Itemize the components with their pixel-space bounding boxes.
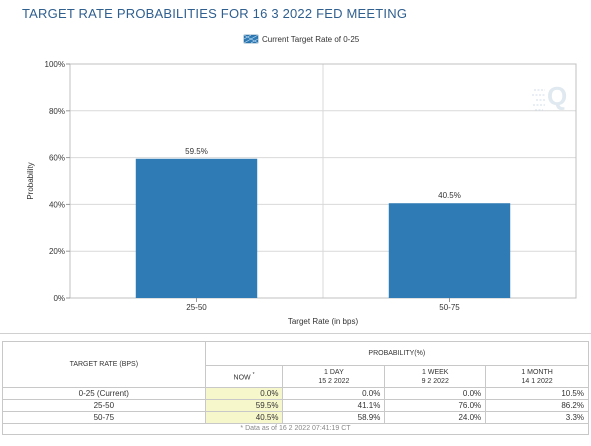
- col-1month-header: 1 MONTH 14 1 2022: [485, 365, 589, 388]
- cell-1day: 58.9%: [282, 411, 386, 424]
- y-tick-label: 0%: [53, 294, 65, 303]
- table-row: 25-50 59.5% 41.1% 76.0% 86.2%: [2, 399, 589, 412]
- probability-table: TARGET RATE (BPS) PROBABILITY(%) NOW * 1…: [2, 341, 590, 435]
- row-rate: 0-25 (Current): [2, 387, 206, 400]
- col-1week-header: 1 WEEK 9 2 2022: [384, 365, 487, 388]
- table-row: 0-25 (Current) 0.0% 0.0% 0.0% 10.5%: [2, 387, 589, 400]
- y-tick-label: 40%: [49, 200, 65, 209]
- cell-1month: 86.2%: [485, 399, 589, 412]
- cell-1day: 0.0%: [282, 387, 386, 400]
- probability-table-panel: TARGET RATE (BPS) PROBABILITY(%) NOW * 1…: [2, 341, 590, 445]
- chart-title: TARGET RATE PROBABILITIES FOR 16 3 2022 …: [22, 6, 408, 21]
- cell-1week: 24.0%: [384, 411, 487, 424]
- cell-now: 0.0%: [204, 387, 284, 400]
- col-1day-header: 1 DAY 15 2 2022: [282, 365, 386, 388]
- legend-swatch-pattern: [243, 34, 259, 44]
- axes: [66, 63, 577, 302]
- data-label: 40.5%: [438, 191, 461, 200]
- y-tick-label: 100%: [45, 60, 65, 69]
- cell-now: 40.5%: [204, 411, 284, 424]
- rate-header: TARGET RATE (BPS): [2, 341, 206, 388]
- cell-1week: 76.0%: [384, 399, 487, 412]
- cell-1month: 10.5%: [485, 387, 589, 400]
- y-tick-label: 60%: [49, 154, 65, 163]
- labels: 0% 20% 40% 60% 80% 100% 59.5% 25-50 40.5% 50-75 Ta…: [26, 60, 461, 326]
- bar-chart: 0% 20% 40% 60% 80% 100% 59.5% 25-50 40.5% 50-75 Ta…: [26, 34, 577, 326]
- chart-panel: TARGET RATE PROBABILITIES FOR 16 3 2022 …: [0, 6, 591, 334]
- y-axis-title: Probability: [26, 162, 35, 199]
- legend[interactable]: Current Target Rate of 0-25: [243, 34, 360, 44]
- row-rate: 50-75: [2, 411, 206, 424]
- data-timestamp-footnote: * Data as of 16 2 2022 07:41:19 CT: [2, 423, 589, 435]
- plot-frame: [69, 63, 577, 299]
- y-tick-label: 80%: [49, 107, 65, 116]
- data-label: 59.5%: [185, 147, 208, 156]
- legend-label: Current Target Rate of 0-25: [262, 35, 360, 44]
- bar: [388, 203, 511, 298]
- cell-1week: 0.0%: [384, 387, 487, 400]
- x-tick-label: 25-50: [186, 303, 207, 312]
- q-logo-icon: Q: [532, 81, 567, 111]
- col-now-header: NOW *: [204, 365, 284, 388]
- bar: [135, 158, 258, 298]
- table-row: 50-75 40.5% 58.9% 24.0% 3.3%: [2, 411, 589, 424]
- cell-now: 59.5%: [204, 399, 284, 412]
- probability-header: PROBABILITY(%): [204, 341, 590, 366]
- row-rate: 25-50: [2, 399, 206, 412]
- cell-1month: 3.3%: [485, 411, 589, 424]
- y-tick-label: 20%: [49, 247, 65, 256]
- cell-1day: 41.1%: [282, 399, 386, 412]
- bars: [135, 158, 511, 298]
- x-axis-title: Target Rate (in bps): [288, 317, 359, 326]
- x-tick-label: 50-75: [439, 303, 460, 312]
- svg-text:Q: Q: [547, 81, 567, 111]
